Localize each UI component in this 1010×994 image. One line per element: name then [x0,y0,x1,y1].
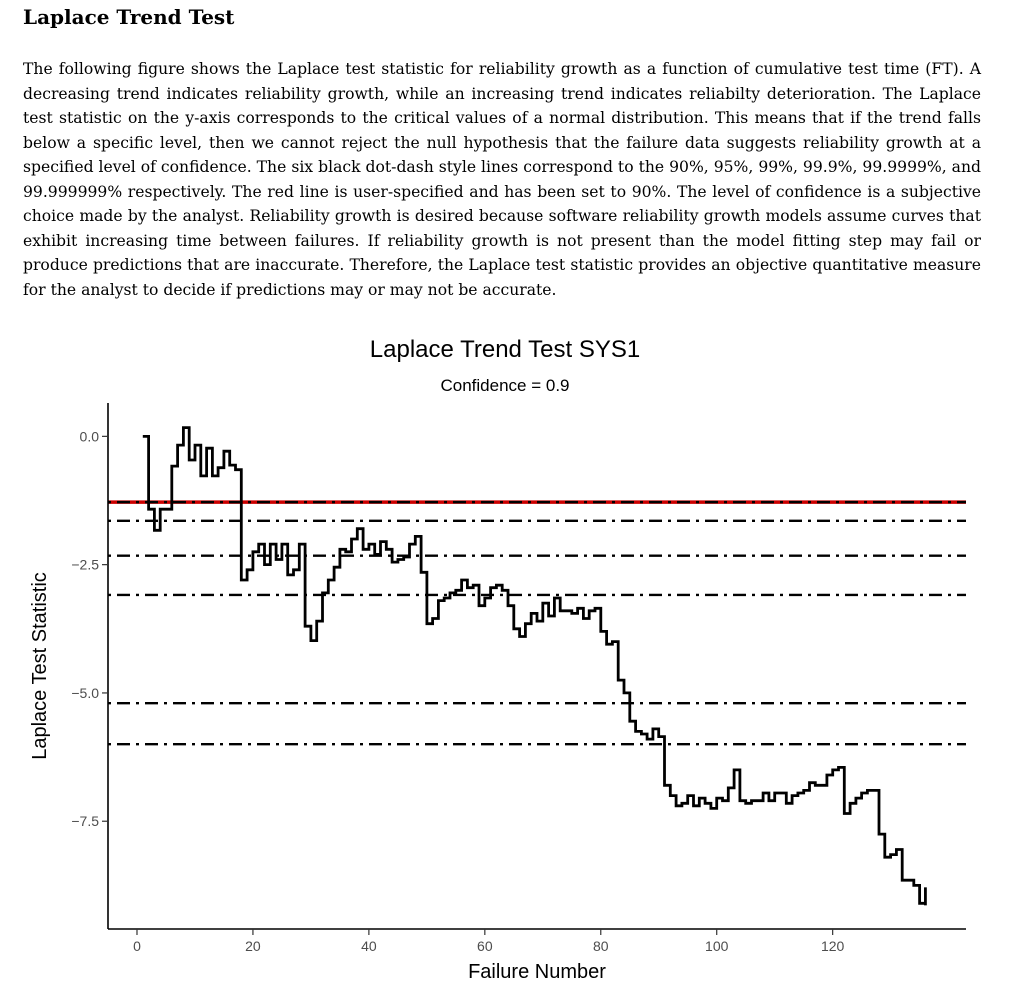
x-tick-label: 60 [477,938,493,954]
x-ticks: 0 20 40 60 80 100 120 [133,929,845,954]
x-tick-label: 0 [133,938,141,954]
x-tick-label: 100 [705,938,729,954]
x-tick-label: 80 [593,938,609,954]
y-axis-label: Laplace Test Statistic [29,572,51,760]
y-tick-label: −7.5 [71,813,99,829]
laplace-series-line [142,426,926,905]
x-axis-label: Failure Number [468,961,606,983]
series-layer [142,426,927,906]
x-tick-label: 40 [361,938,377,954]
x-tick-label: 20 [245,938,261,954]
x-tick-label: 120 [821,938,845,954]
y-ticks: 0.0 −2.5 −5.0 −7.5 [71,428,108,829]
hlines-layer [108,500,966,746]
section-title: Laplace Trend Test [23,5,235,29]
chart-title: Laplace Trend Test SYS1 [369,336,641,363]
y-tick-label: −2.5 [71,557,99,573]
y-tick-label: −5.0 [71,685,99,701]
chart-subtitle: Confidence = 0.9 [440,376,570,395]
intro-paragraph: The following figure shows the Laplace t… [23,60,981,299]
y-tick-label: 0.0 [80,428,100,444]
